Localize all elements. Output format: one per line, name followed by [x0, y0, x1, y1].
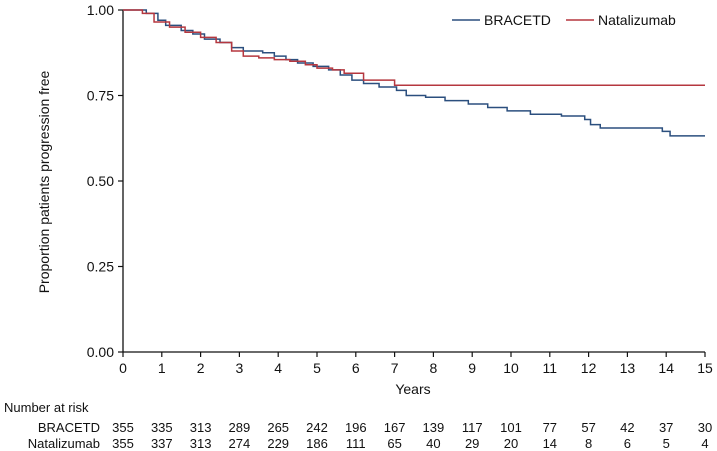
- axes: [122, 10, 705, 353]
- x-ticks: 0 1 2 3 4 5 6 7 8 9 10 11 12 13 14 15: [119, 352, 713, 376]
- risk-count: 274: [229, 436, 251, 451]
- x-tick-label: 2: [197, 360, 205, 376]
- risk-table: Number at risk BRACETD 355 335 313 289 265 242…: [4, 400, 712, 451]
- x-tick-label: 10: [503, 360, 519, 376]
- risk-count: 355: [112, 436, 134, 451]
- risk-count: 37: [659, 420, 673, 435]
- risk-count: 42: [620, 420, 634, 435]
- x-tick-label: 8: [430, 360, 438, 376]
- risk-count: 20: [504, 436, 518, 451]
- risk-count: 337: [151, 436, 173, 451]
- risk-count: 265: [267, 420, 289, 435]
- risk-count: 57: [581, 420, 595, 435]
- y-tick-label: 0.50: [87, 173, 114, 189]
- risk-count: 313: [190, 436, 212, 451]
- legend-label: Natalizumab: [598, 12, 676, 28]
- risk-count: 5: [663, 436, 670, 451]
- x-tick-label: 1: [158, 360, 166, 376]
- risk-count: 196: [345, 420, 367, 435]
- risk-count: 229: [267, 436, 289, 451]
- risk-count: 139: [423, 420, 445, 435]
- x-tick-label: 7: [391, 360, 399, 376]
- y-tick-label: 0.00: [87, 344, 114, 360]
- risk-count: 30: [698, 420, 712, 435]
- x-tick-label: 11: [543, 360, 558, 376]
- x-axis-label: Years: [395, 381, 430, 397]
- risk-row-label: Natalizumab: [28, 436, 100, 451]
- x-tick-label: 13: [620, 360, 636, 376]
- risk-count: 117: [462, 420, 483, 435]
- risk-count: 289: [229, 420, 251, 435]
- risk-count: 313: [190, 420, 212, 435]
- x-tick-label: 9: [468, 360, 476, 376]
- risk-count: 77: [543, 420, 557, 435]
- x-tick-label: 14: [658, 360, 674, 376]
- y-ticks: 0.00 0.25 0.50 0.75 1.00: [87, 2, 123, 360]
- series-line-natalizumab: [123, 9, 705, 86]
- risk-count: 335: [151, 420, 173, 435]
- risk-count: 14: [543, 436, 557, 451]
- x-tick-label: 5: [313, 360, 321, 376]
- x-tick-label: 4: [274, 360, 282, 376]
- risk-count: 242: [306, 420, 328, 435]
- y-tick-label: 0.75: [87, 88, 114, 104]
- x-tick-label: 12: [581, 360, 597, 376]
- x-tick-label: 15: [697, 360, 713, 376]
- risk-count: 101: [500, 420, 522, 435]
- y-tick-label: 0.25: [87, 259, 114, 275]
- risk-count: 6: [624, 436, 631, 451]
- legend-label: BRACETD: [484, 12, 551, 28]
- x-tick-label: 6: [352, 360, 360, 376]
- series-line-bracetd: [123, 9, 705, 137]
- risk-row-label: BRACETD: [38, 420, 100, 435]
- legend: BRACETD Natalizumab: [452, 12, 676, 28]
- survival-curves: [123, 9, 705, 137]
- risk-count: 355: [112, 420, 134, 435]
- risk-count: 4: [701, 436, 708, 451]
- risk-table-title: Number at risk: [4, 400, 89, 415]
- y-tick-label: 1.00: [87, 2, 114, 18]
- risk-count: 65: [387, 436, 401, 451]
- risk-count: 111: [346, 436, 366, 451]
- y-axis-label: Proportion patients progression free: [36, 71, 52, 294]
- risk-count: 186: [306, 436, 328, 451]
- x-tick-label: 0: [119, 360, 127, 376]
- risk-count: 40: [426, 436, 440, 451]
- risk-count: 167: [384, 420, 406, 435]
- risk-count: 29: [465, 436, 479, 451]
- risk-count: 8: [585, 436, 592, 451]
- x-tick-label: 3: [236, 360, 244, 376]
